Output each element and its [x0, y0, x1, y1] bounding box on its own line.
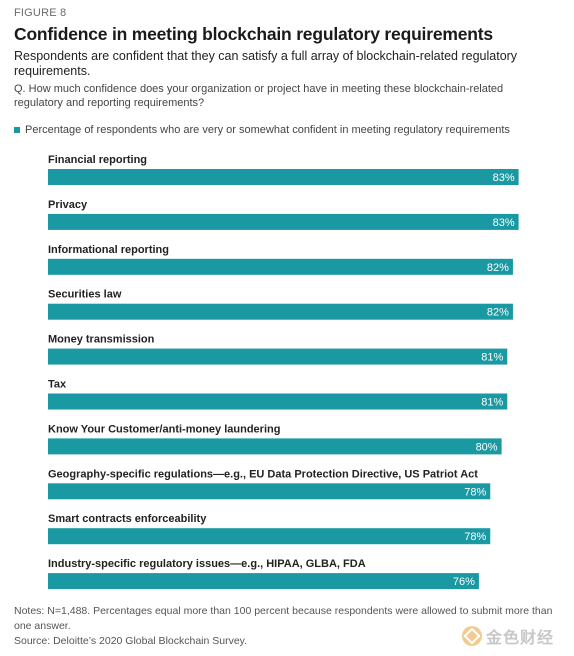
- bar: [48, 303, 513, 320]
- legend-swatch: [14, 127, 20, 133]
- bar-label: Know Your Customer/anti-money laundering: [48, 423, 280, 435]
- bar-value-label: 76%: [453, 576, 475, 588]
- bar-value-label: 78%: [464, 486, 486, 498]
- bar-value-label: 83%: [493, 217, 515, 229]
- bar-label: Money transmission: [48, 334, 155, 346]
- watermark: 金色财经: [462, 624, 554, 648]
- bar-label: Securities law: [48, 289, 122, 301]
- legend-label: Percentage of respondents who are very o…: [25, 124, 510, 136]
- chart-subtitle: Respondents are confident that they can …: [14, 49, 518, 78]
- bar-label: Informational reporting: [48, 244, 169, 256]
- bar-label: Tax: [48, 379, 67, 391]
- bar: [48, 348, 508, 365]
- bar: [48, 169, 519, 185]
- bar: [48, 483, 491, 500]
- bar-label: Privacy: [48, 199, 88, 211]
- bar: [48, 258, 513, 275]
- chart-legend: Percentage of respondents who are very o…: [14, 124, 510, 136]
- bar: [48, 438, 502, 455]
- footer-source: Source: Deloitte’s 2020 Global Blockchai…: [14, 635, 248, 647]
- bar-value-label: 82%: [487, 307, 509, 319]
- footer-notes: Notes: N=1,488. Percentages equal more t…: [14, 605, 553, 632]
- bar-value-label: 83%: [493, 172, 515, 184]
- bar-value-label: 81%: [481, 397, 503, 409]
- bar-value-label: 80%: [476, 441, 498, 453]
- bar: [48, 393, 508, 410]
- bar-label: Financial reporting: [48, 154, 147, 166]
- chart-footer: Notes: N=1,488. Percentages equal more t…: [14, 604, 562, 649]
- bar-label: Smart contracts enforceability: [48, 513, 207, 525]
- jinse-logo-icon: [462, 626, 482, 646]
- survey-question: Q. How much confidence does your organiz…: [14, 83, 504, 109]
- figure-label: FIGURE 8: [14, 7, 67, 19]
- bar: [48, 573, 479, 590]
- bar-value-label: 78%: [464, 531, 486, 543]
- bar-value-label: 82%: [487, 262, 509, 274]
- bar: [48, 528, 491, 545]
- chart-title: Confidence in meeting blockchain regulat…: [14, 24, 493, 44]
- bar-value-label: 81%: [481, 352, 503, 364]
- bar: [48, 213, 519, 230]
- watermark-text: 金色财经: [486, 630, 555, 647]
- bar-label: Geography-specific regulations—e.g., EU …: [48, 468, 478, 480]
- bar-label: Industry-specific regulatory issues—e.g.…: [48, 558, 366, 570]
